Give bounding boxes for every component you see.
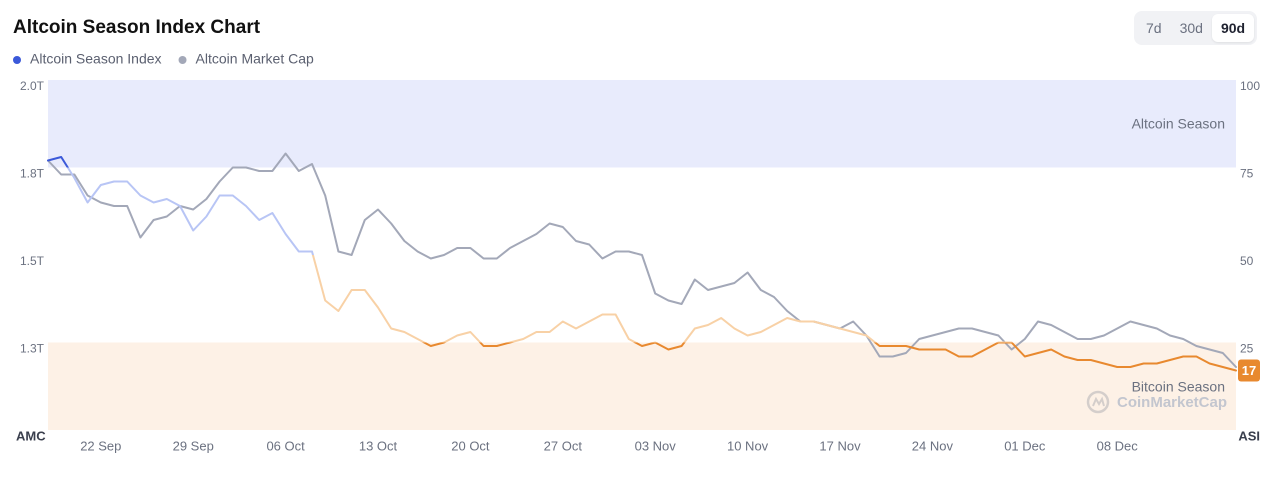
zone-band (48, 342, 1236, 430)
x-tick-label: 10 Nov (727, 438, 769, 453)
range-button[interactable]: 90d (1211, 14, 1255, 42)
x-tick-label: 06 Oct (266, 438, 305, 453)
x-tick-label: 03 Nov (635, 438, 677, 453)
x-tick-label: 01 Dec (1004, 438, 1046, 453)
x-tick-label: 08 Dec (1097, 438, 1139, 453)
y2-tick-label: 100 (1240, 79, 1260, 93)
x-tick-label: 24 Nov (912, 438, 954, 453)
zone-label: Altcoin Season (1132, 116, 1225, 132)
x-tick-label: 29 Sep (173, 438, 214, 453)
legend-marker (178, 56, 187, 64)
y-tick-label: 1.3T (20, 342, 45, 356)
zone-band (48, 80, 1236, 168)
x-tick-label: 13 Oct (359, 438, 398, 453)
legend-label: Altcoin Market Cap (196, 51, 314, 67)
y2-tick-label: 25 (1240, 342, 1254, 356)
x-tick-label: 22 Sep (80, 438, 121, 453)
legend-marker (13, 56, 21, 64)
last-value-badge (1238, 359, 1260, 382)
zone-label: Bitcoin Season (1132, 379, 1225, 395)
range-selector: 7d 30d 90d (1134, 11, 1258, 45)
x-tick-label: 17 Nov (819, 438, 861, 453)
series-line (47, 156, 1237, 372)
y2-tick-label: 50 (1240, 254, 1254, 268)
range-button[interactable]: 7d (1146, 20, 1162, 36)
watermark-logo (1086, 390, 1110, 414)
y-tick-label: 2.0T (20, 79, 45, 93)
series-line (47, 152, 1237, 368)
y-tick-label: 1.5T (20, 254, 45, 268)
x-tick-label: 27 Oct (544, 438, 583, 453)
watermark: CoinMarketCap (1117, 394, 1227, 411)
y2-tick-label: 75 (1240, 167, 1254, 181)
chart-title: Altcoin Season Index Chart (13, 17, 261, 38)
legend-label: Altcoin Season Index (30, 51, 162, 67)
x-tick-label: 20 Oct (451, 438, 490, 453)
y2-axis-label: ASI (1238, 428, 1260, 443)
y-tick-label: 1.8T (20, 167, 45, 181)
range-button[interactable]: 30d (1179, 20, 1203, 36)
y-axis-label: AMC (16, 428, 46, 443)
last-value-label: 17 (1242, 363, 1256, 378)
